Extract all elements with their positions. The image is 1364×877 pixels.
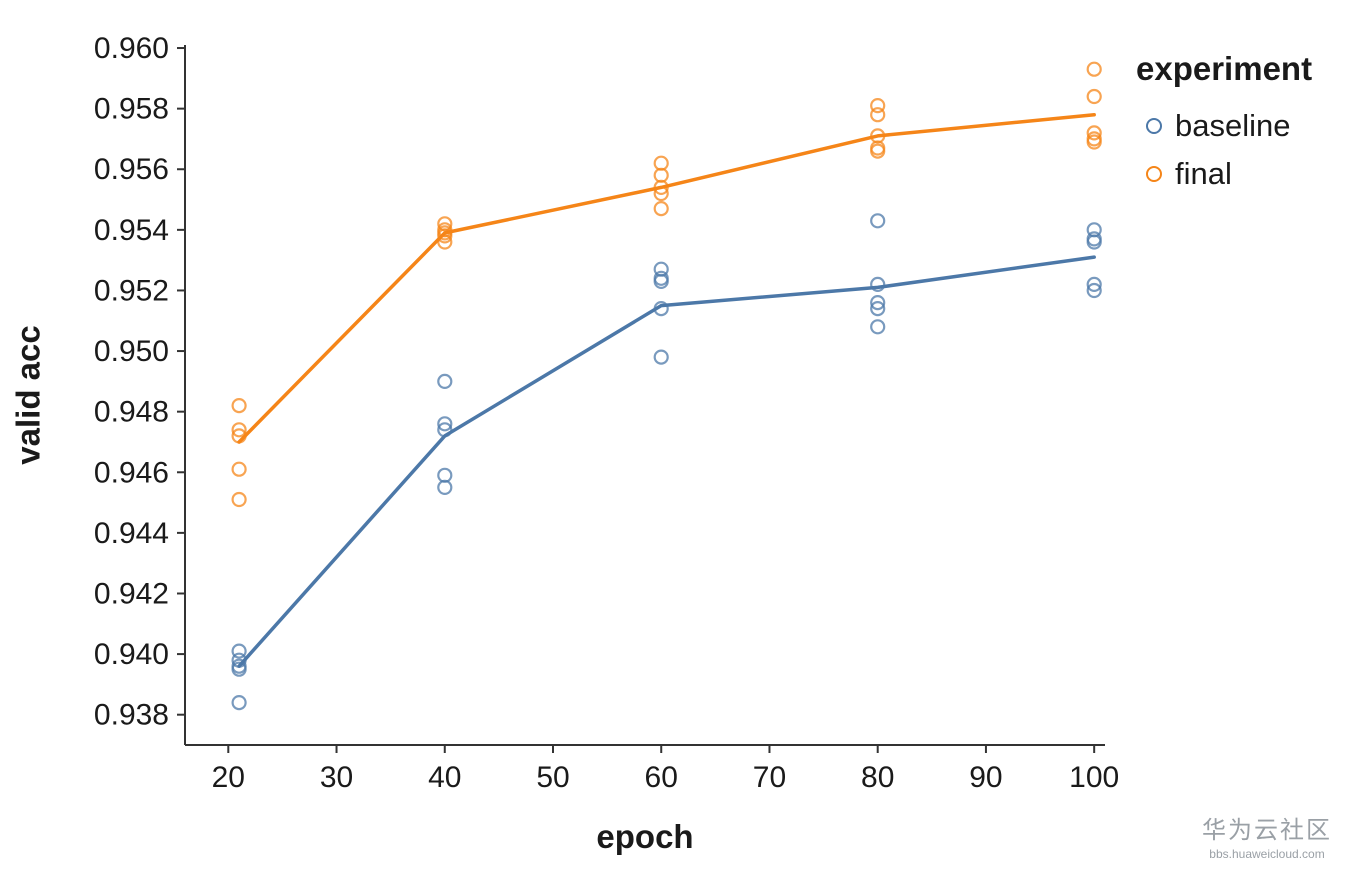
data-point-final <box>1086 88 1102 105</box>
x-axis-tick-label: 60 <box>645 761 678 794</box>
baseline-swatch-icon <box>1146 118 1162 134</box>
data-point-final <box>231 398 247 414</box>
legend-entry-label: final <box>1175 156 1232 191</box>
watermark: 华为云社区 bbs.huaweicloud.com <box>1202 810 1332 861</box>
y-axis-tick-label: 0.944 <box>94 517 169 550</box>
data-point-baseline <box>231 652 247 668</box>
watermark-url: bbs.huaweicloud.com <box>1209 847 1325 861</box>
data-point-baseline <box>1086 234 1102 250</box>
data-point-final <box>653 201 669 217</box>
legend-entry-final: final <box>1136 156 1312 192</box>
y-axis-tick-label: 0.950 <box>94 335 169 368</box>
data-point-final <box>231 461 247 477</box>
y-axis-tick-label: 0.946 <box>94 456 169 489</box>
y-axis-tick-label: 0.958 <box>94 93 169 126</box>
data-point-final <box>870 143 886 159</box>
data-point-final <box>870 97 886 114</box>
y-axis-tick-label: 0.948 <box>94 396 169 429</box>
data-point-baseline <box>653 273 669 289</box>
data-point-final <box>1086 134 1102 150</box>
data-point-baseline <box>653 301 669 317</box>
x-axis-title: epoch <box>596 818 694 855</box>
data-point-final <box>653 185 669 202</box>
data-point-baseline <box>231 661 247 677</box>
data-point-baseline <box>437 373 453 389</box>
y-axis-tick-label: 0.956 <box>94 153 169 186</box>
data-point-final <box>870 107 886 123</box>
y-axis-tick-label: 0.938 <box>94 699 169 732</box>
data-point-final <box>1086 125 1102 141</box>
data-point-baseline <box>1086 282 1102 299</box>
y-axis-tick-label: 0.952 <box>94 274 169 307</box>
data-point-final <box>653 179 669 195</box>
y-axis-tick-label: 0.960 <box>94 32 169 65</box>
data-point-baseline <box>437 416 453 432</box>
x-axis-tick-label: 50 <box>536 761 569 794</box>
data-point-baseline <box>231 694 247 711</box>
final-swatch-icon <box>1146 166 1162 182</box>
data-point-baseline <box>870 295 886 311</box>
mean-line-baseline <box>237 255 1096 668</box>
x-axis-tick-label: 90 <box>969 761 1002 794</box>
data-point-baseline <box>653 349 669 365</box>
data-point-baseline <box>870 319 886 335</box>
data-point-baseline <box>870 301 886 317</box>
data-point-final <box>1086 61 1102 77</box>
x-axis-tick-label: 100 <box>1069 761 1119 794</box>
x-axis-tick-label: 20 <box>212 761 245 794</box>
legend-entry-baseline: baseline <box>1136 108 1312 144</box>
legend-entry-label: baseline <box>1175 108 1291 143</box>
data-point-baseline <box>437 422 453 438</box>
x-axis-tick-label: 80 <box>861 761 894 794</box>
x-axis-tick-label: 40 <box>428 761 461 794</box>
watermark-title: 华为云社区 <box>1202 817 1332 844</box>
data-point-final <box>231 491 247 508</box>
y-axis-tick-label: 0.940 <box>94 638 169 671</box>
data-point-baseline <box>437 479 453 495</box>
legend: experiment baseline final <box>1136 50 1312 204</box>
y-axis-title: valid acc <box>10 325 47 465</box>
data-point-final <box>231 422 247 438</box>
y-axis-title-container: valid acc <box>0 45 58 745</box>
legend-title: experiment <box>1136 50 1313 87</box>
data-point-final <box>231 428 247 444</box>
data-point-baseline <box>870 213 886 229</box>
y-axis-tick-label: 0.954 <box>94 214 169 247</box>
data-point-baseline <box>1086 276 1102 292</box>
data-point-baseline <box>870 276 886 292</box>
y-axis-tick-label: 0.942 <box>94 577 169 610</box>
data-point-baseline <box>231 643 247 659</box>
x-axis-tick-label: 70 <box>753 761 786 794</box>
data-point-final <box>437 234 453 250</box>
data-point-final <box>437 228 453 244</box>
x-axis-tick-label: 30 <box>320 761 353 794</box>
